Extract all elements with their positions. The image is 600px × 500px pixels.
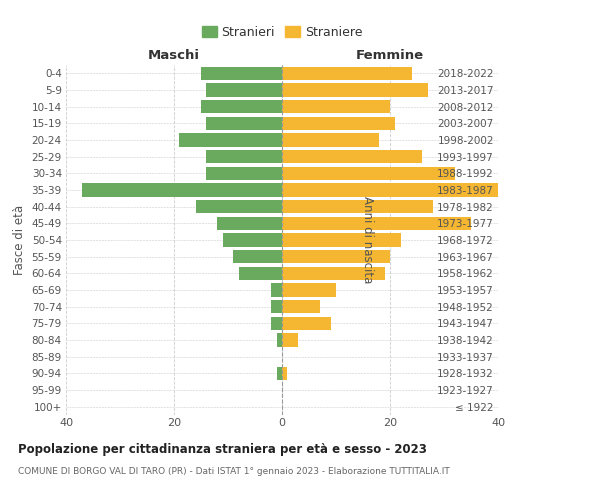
Bar [271, 284, 282, 296]
Bar [282, 200, 433, 213]
Bar [201, 66, 282, 80]
Bar [179, 134, 282, 146]
Bar [217, 216, 282, 230]
Bar [206, 116, 282, 130]
Bar [282, 166, 455, 180]
Bar [223, 234, 282, 246]
Bar [282, 300, 320, 314]
Y-axis label: Anni di nascita: Anni di nascita [361, 196, 374, 284]
Bar [282, 334, 298, 346]
Bar [282, 216, 471, 230]
Bar [201, 100, 282, 114]
Bar [282, 66, 412, 80]
Bar [233, 250, 282, 264]
Bar [206, 84, 282, 96]
Y-axis label: Fasce di età: Fasce di età [13, 205, 26, 275]
Bar [282, 150, 422, 164]
Bar [239, 266, 282, 280]
Bar [282, 366, 287, 380]
Bar [282, 134, 379, 146]
Text: Maschi: Maschi [148, 48, 200, 62]
Text: Femmine: Femmine [356, 48, 424, 62]
Bar [282, 284, 336, 296]
Bar [282, 100, 390, 114]
Bar [277, 366, 282, 380]
Legend: Stranieri, Straniere: Stranieri, Straniere [198, 22, 366, 43]
Bar [206, 150, 282, 164]
Bar [271, 300, 282, 314]
Text: COMUNE DI BORGO VAL DI TARO (PR) - Dati ISTAT 1° gennaio 2023 - Elaborazione TUT: COMUNE DI BORGO VAL DI TARO (PR) - Dati … [18, 468, 450, 476]
Bar [282, 184, 498, 196]
Bar [271, 316, 282, 330]
Bar [196, 200, 282, 213]
Bar [277, 334, 282, 346]
Text: Popolazione per cittadinanza straniera per età e sesso - 2023: Popolazione per cittadinanza straniera p… [18, 442, 427, 456]
Bar [282, 316, 331, 330]
Bar [282, 250, 390, 264]
Bar [206, 166, 282, 180]
Bar [82, 184, 282, 196]
Bar [282, 84, 428, 96]
Bar [282, 266, 385, 280]
Bar [282, 234, 401, 246]
Bar [282, 116, 395, 130]
